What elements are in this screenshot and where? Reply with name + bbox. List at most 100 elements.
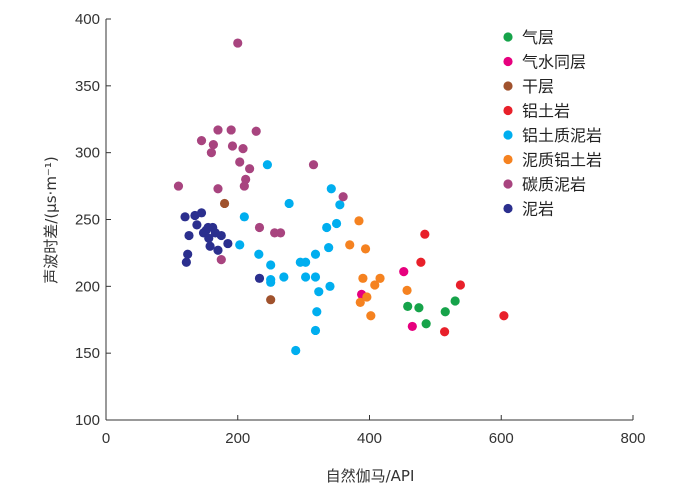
data-point bbox=[254, 222, 265, 233]
data-point bbox=[279, 272, 289, 282]
data-point bbox=[235, 157, 245, 167]
data-point bbox=[375, 273, 385, 283]
data-point bbox=[308, 160, 319, 170]
data-point bbox=[180, 212, 190, 222]
data-point bbox=[241, 174, 251, 184]
y-tick-label: 300 bbox=[75, 145, 100, 162]
y-tick-label: 150 bbox=[75, 345, 100, 362]
data-point bbox=[322, 222, 332, 233]
legend-label: 碳质泥岩 bbox=[522, 175, 586, 194]
chart-axes: 0 200 400 600 800 100 150 200 250 300 350 400 bbox=[75, 11, 646, 447]
data-point bbox=[450, 296, 460, 306]
data-point bbox=[455, 280, 466, 290]
series-group bbox=[219, 198, 276, 305]
data-point bbox=[216, 230, 226, 241]
data-point bbox=[314, 287, 324, 297]
legend-label: 气水同层 bbox=[522, 53, 586, 72]
data-point bbox=[205, 241, 215, 251]
data-point bbox=[245, 164, 255, 174]
data-point bbox=[324, 242, 334, 253]
y-tick-label: 200 bbox=[75, 278, 100, 295]
data-point bbox=[331, 218, 342, 229]
data-point bbox=[192, 220, 202, 230]
data-point bbox=[196, 136, 207, 146]
series-group bbox=[173, 38, 348, 265]
data-point bbox=[355, 297, 365, 307]
data-point bbox=[310, 325, 321, 336]
data-point bbox=[338, 192, 348, 202]
y-tick-marks: 100 150 200 250 300 350 400 bbox=[75, 11, 111, 429]
data-point bbox=[312, 307, 322, 317]
series-group bbox=[416, 229, 509, 337]
x-tick-label: 200 bbox=[225, 430, 250, 447]
data-point bbox=[254, 249, 264, 259]
data-point bbox=[370, 280, 380, 290]
x-tick-label: 0 bbox=[102, 430, 110, 447]
data-point bbox=[204, 233, 214, 243]
data-point bbox=[335, 200, 345, 210]
data-point bbox=[354, 216, 364, 226]
data-point bbox=[266, 277, 276, 287]
data-point bbox=[499, 311, 509, 321]
legend-label: 铝土岩 bbox=[522, 102, 570, 121]
data-point bbox=[262, 160, 272, 170]
data-point bbox=[310, 272, 321, 282]
y-tick-label: 400 bbox=[75, 11, 100, 28]
data-point bbox=[399, 267, 409, 277]
y-tick-label: 100 bbox=[75, 412, 100, 429]
data-point bbox=[416, 257, 426, 267]
data-points bbox=[173, 38, 509, 356]
data-point bbox=[301, 257, 311, 267]
data-point bbox=[216, 255, 226, 265]
data-point bbox=[173, 181, 184, 191]
data-point bbox=[325, 281, 335, 291]
data-point bbox=[421, 319, 431, 329]
legend-label: 泥质铝土岩 bbox=[522, 151, 602, 170]
data-point bbox=[403, 301, 413, 311]
data-point bbox=[310, 249, 321, 259]
x-tick-label: 800 bbox=[620, 430, 645, 447]
data-point bbox=[196, 208, 207, 218]
series-group bbox=[345, 216, 412, 321]
legend-marker bbox=[503, 105, 513, 116]
data-point bbox=[291, 345, 301, 356]
data-point bbox=[266, 260, 276, 270]
series-group bbox=[403, 296, 460, 329]
y-tick-label: 350 bbox=[75, 78, 100, 95]
data-point bbox=[206, 148, 216, 158]
legend-label: 气层 bbox=[522, 28, 554, 47]
data-point bbox=[219, 198, 230, 209]
data-point bbox=[284, 198, 294, 209]
legend-marker bbox=[503, 56, 513, 67]
data-point bbox=[223, 238, 233, 249]
data-point bbox=[183, 249, 193, 259]
data-point bbox=[407, 321, 417, 332]
data-point bbox=[226, 125, 236, 135]
data-point bbox=[181, 257, 191, 267]
x-axis-title: 自然伽马/API bbox=[326, 467, 415, 485]
legend-label: 干层 bbox=[522, 77, 554, 96]
data-point bbox=[301, 272, 311, 282]
series-group bbox=[180, 208, 265, 283]
data-point bbox=[414, 303, 424, 313]
y-axis-title: 声波时差/(μs·m⁻¹) bbox=[42, 156, 60, 283]
data-point bbox=[440, 307, 450, 317]
legend-marker bbox=[503, 32, 513, 42]
data-point bbox=[402, 285, 412, 295]
data-point bbox=[239, 212, 249, 222]
legend-label: 铝土质泥岩 bbox=[522, 126, 602, 145]
series-group bbox=[356, 267, 417, 332]
legend-marker bbox=[503, 130, 513, 140]
x-tick-label: 600 bbox=[489, 430, 514, 447]
data-point bbox=[254, 273, 265, 283]
x-tick-label: 400 bbox=[357, 430, 382, 447]
data-point bbox=[184, 230, 194, 241]
data-point bbox=[420, 229, 430, 239]
data-point bbox=[233, 38, 243, 48]
data-point bbox=[360, 244, 371, 254]
data-point bbox=[366, 311, 376, 321]
data-point bbox=[251, 126, 261, 136]
y-tick-label: 250 bbox=[75, 212, 100, 229]
series-group bbox=[235, 160, 345, 356]
